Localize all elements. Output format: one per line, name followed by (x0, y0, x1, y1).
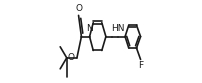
Text: O: O (68, 53, 75, 62)
Text: F: F (138, 62, 143, 70)
Text: N: N (86, 24, 93, 33)
Text: HN: HN (111, 24, 124, 33)
Text: O: O (76, 4, 82, 13)
